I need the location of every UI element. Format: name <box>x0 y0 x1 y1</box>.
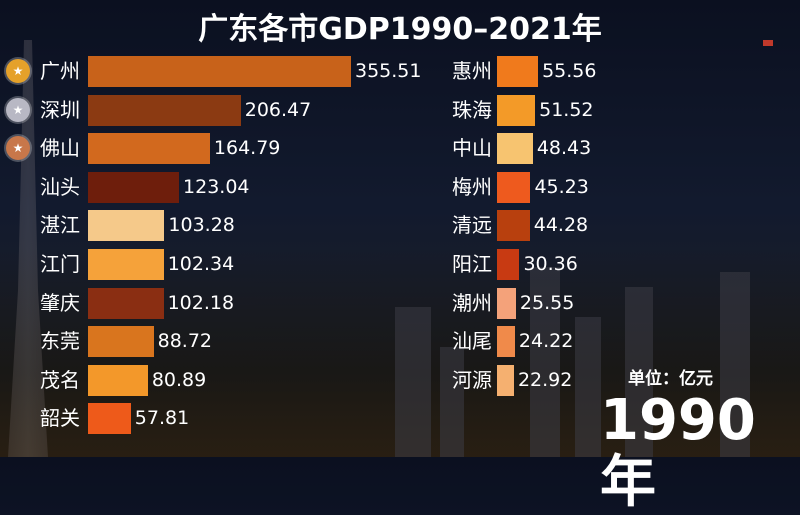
medal-bronze-icon: ★ <box>6 136 30 161</box>
bar-category-label: 茂名 <box>40 367 80 392</box>
bar <box>497 364 514 396</box>
bar-value-label: 164.79 <box>213 137 281 160</box>
bar <box>88 287 164 319</box>
bar <box>88 133 210 165</box>
bar <box>88 326 154 358</box>
bar-category-label: 河源 <box>452 367 492 392</box>
medal-gold-icon: ★ <box>6 59 30 83</box>
bar <box>497 326 515 358</box>
bar <box>497 171 531 203</box>
bar-category-label: 东莞 <box>40 329 80 354</box>
bar-category-label: 清远 <box>452 213 492 238</box>
bar-category-label: 梅州 <box>452 174 492 199</box>
year-label: 1990年 <box>600 388 756 515</box>
bar-category-label: 江门 <box>40 252 80 276</box>
bar <box>497 94 536 126</box>
window-control-mark <box>763 40 773 46</box>
chart-title: 广东各市GDP1990–2021年 <box>198 12 602 47</box>
bar-value-label: 22.92 <box>517 368 573 391</box>
building-silhouette <box>720 272 750 457</box>
unit-label: 单位：亿元 <box>628 369 713 389</box>
bar-value-label: 88.72 <box>157 330 213 353</box>
bar-value-label: 102.34 <box>167 253 235 275</box>
bar-category-label: 肇庆 <box>40 290 80 315</box>
bar-value-label: 57.81 <box>134 407 190 430</box>
bar <box>88 249 164 280</box>
bar <box>88 210 165 242</box>
bar-category-label: 汕头 <box>40 174 80 199</box>
bar <box>88 171 180 203</box>
bar-category-label: 广州 <box>40 59 80 83</box>
bar-value-label: 45.23 <box>534 175 589 198</box>
building-silhouette <box>575 317 601 457</box>
bar-category-label: 阳江 <box>452 252 492 276</box>
bar-category-label: 惠州 <box>452 59 492 83</box>
bar-value-label: 48.43 <box>536 137 592 160</box>
bar <box>88 56 351 87</box>
bar <box>497 56 539 87</box>
bar-value-label: 24.22 <box>518 330 574 353</box>
building-silhouette <box>625 287 653 457</box>
building-silhouette <box>530 267 560 457</box>
bar-value-label: 206.47 <box>244 98 312 121</box>
bar-value-label: 103.28 <box>168 214 235 237</box>
bar-value-label: 25.55 <box>519 291 575 314</box>
bar-category-label: 珠海 <box>452 97 492 122</box>
bar-value-label: 51.52 <box>539 98 594 121</box>
bar <box>497 133 533 165</box>
medal-silver-icon: ★ <box>6 97 30 122</box>
bar-category-label: 潮州 <box>452 290 492 315</box>
bar-category-label: 湛江 <box>40 213 80 238</box>
bar <box>88 94 241 126</box>
bar <box>497 249 520 280</box>
bar-category-label: 中山 <box>452 136 492 161</box>
bar-category-label: 韶关 <box>40 406 80 431</box>
bar-value-label: 102.18 <box>167 291 235 314</box>
bar-value-label: 30.36 <box>523 253 578 275</box>
bar-value-label: 44.28 <box>533 214 589 237</box>
bar-value-label: 123.04 <box>183 175 250 198</box>
bar <box>88 403 131 435</box>
bar-category-label: 深圳 <box>40 97 80 122</box>
building-silhouette <box>440 347 464 457</box>
bar-value-label: 80.89 <box>151 368 207 391</box>
bar <box>497 287 516 319</box>
bar <box>88 364 148 396</box>
bar-value-label: 55.56 <box>542 60 597 82</box>
bar-category-label: 汕尾 <box>452 329 492 354</box>
bar-category-label: 佛山 <box>40 136 80 161</box>
bar-value-label: 355.51 <box>355 60 422 82</box>
bar <box>497 210 530 242</box>
building-silhouette <box>395 307 431 457</box>
